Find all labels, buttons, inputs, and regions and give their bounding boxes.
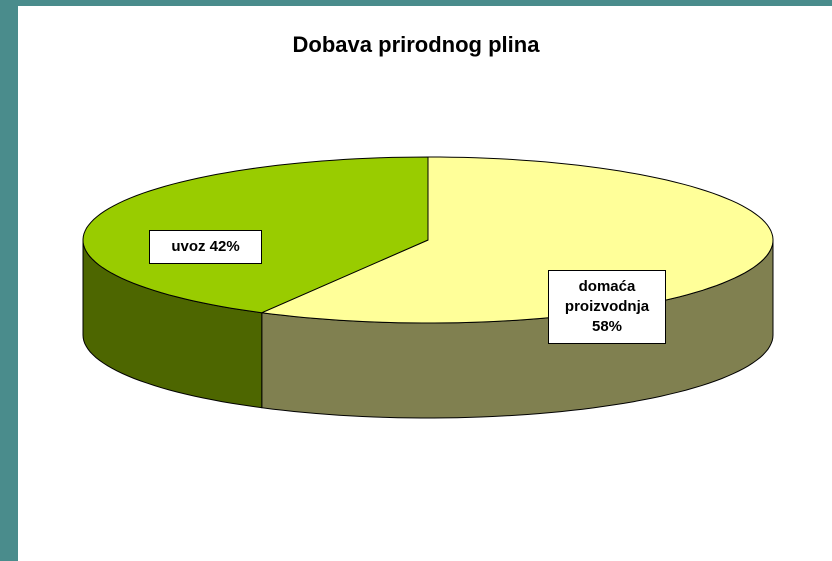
chart-title: Dobava prirodnog plina bbox=[292, 32, 540, 57]
data-label-box: uvoz 42% bbox=[149, 230, 262, 264]
category-label: domaća proizvodnja bbox=[564, 278, 650, 315]
data-label-box: domaća proizvodnja 58% bbox=[548, 270, 666, 344]
value-label: 42% bbox=[209, 238, 240, 255]
category-label: uvoz bbox=[171, 238, 206, 255]
value-label: 58% bbox=[591, 318, 623, 335]
